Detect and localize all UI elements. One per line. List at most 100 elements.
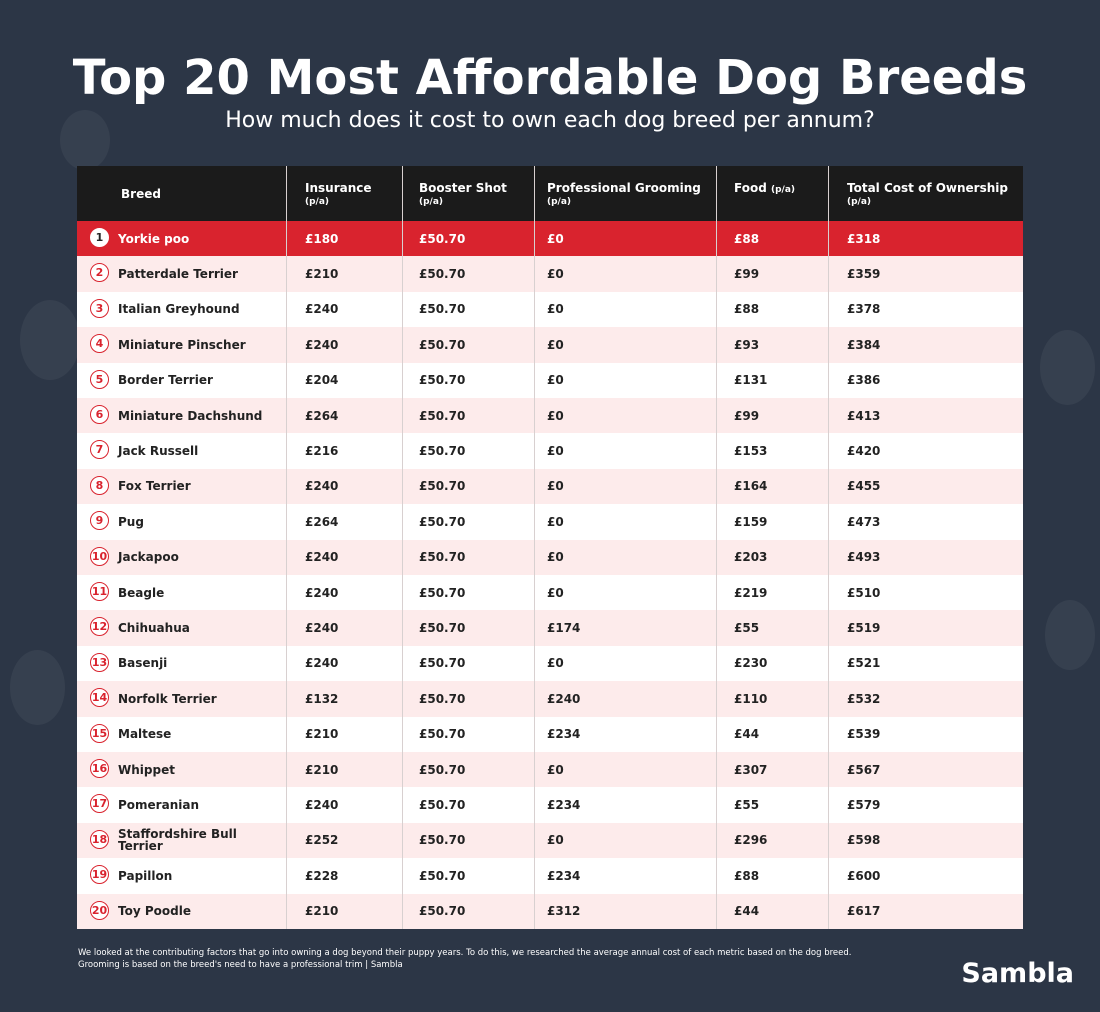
table-row: 3 Italian Greyhound £240 £50.70 £0 £88 £378 bbox=[77, 291, 1023, 328]
cost-value: £240 bbox=[547, 691, 581, 706]
cost-value: £216 bbox=[305, 444, 339, 459]
breed-name: Miniature Dachshund bbox=[118, 408, 263, 423]
footnote: We looked at the contributing factors th… bbox=[78, 947, 851, 971]
cost-value: £164 bbox=[734, 479, 768, 494]
cost-value: £50.70 bbox=[419, 231, 466, 246]
cost-value: £50.70 bbox=[419, 585, 466, 600]
cost-value: £50.70 bbox=[419, 267, 466, 282]
column-header: Food (p/a) bbox=[734, 181, 795, 195]
cost-value: £532 bbox=[847, 691, 881, 706]
rank-badge: 20 bbox=[90, 900, 109, 920]
cost-value: £228 bbox=[305, 868, 339, 883]
cost-value: £0 bbox=[547, 302, 564, 317]
breed-name: Maltese bbox=[118, 727, 172, 742]
breed-name: Pug bbox=[118, 514, 144, 529]
cost-value: £50.70 bbox=[419, 691, 466, 706]
column-divider bbox=[716, 166, 717, 929]
cost-value: £0 bbox=[547, 479, 564, 494]
breed-name: Whippet bbox=[118, 762, 175, 777]
cost-value: £203 bbox=[734, 550, 768, 565]
column-header: Total Cost of Ownership (p/a) bbox=[847, 181, 1008, 207]
column-unit: (p/a) bbox=[770, 185, 796, 195]
cost-value: £234 bbox=[547, 798, 581, 813]
rank-badge: 2 bbox=[90, 263, 109, 283]
breed-name: Jackapoo bbox=[118, 550, 179, 565]
cost-value: £384 bbox=[847, 337, 881, 352]
breed-name: Yorkie poo bbox=[118, 231, 190, 246]
breed-name: Fox Terrier bbox=[118, 479, 191, 494]
column-label: Breed bbox=[121, 187, 161, 201]
table-row: 11 Beagle £240 £50.70 £0 £219 £510 bbox=[77, 575, 1023, 611]
cost-value: £519 bbox=[847, 621, 881, 636]
column-header: Insurance (p/a) bbox=[305, 181, 372, 207]
note: Grooming is based on the breed's need to… bbox=[78, 960, 403, 970]
breed-name: Toy Poodle bbox=[118, 904, 191, 919]
cost-value: £55 bbox=[734, 798, 760, 813]
cost-value: £240 bbox=[305, 621, 339, 636]
cost-value: £240 bbox=[305, 550, 339, 565]
cost-value: £240 bbox=[305, 479, 339, 494]
table-row: 12 Chihuahua £240 £50.70 £174 £55 £519 bbox=[77, 610, 1023, 646]
rank-badge: 10 bbox=[90, 546, 109, 566]
brand-logo: Sambla bbox=[961, 958, 1074, 989]
cost-value: £50.70 bbox=[419, 444, 466, 459]
cost-value: £50.70 bbox=[419, 479, 466, 494]
table-row: 1 Yorkie poo £180 £50.70 £0 £88 £318 bbox=[77, 221, 1023, 257]
cost-value: £567 bbox=[847, 762, 881, 777]
cost-value: £0 bbox=[547, 231, 564, 246]
cost-value: £579 bbox=[847, 798, 881, 813]
cost-value: £0 bbox=[547, 514, 564, 529]
table-row: 16 Whippet £210 £50.70 £0 £307 £567 bbox=[77, 752, 1023, 788]
breed-name: Pomeranian bbox=[118, 798, 199, 813]
cost-value: £420 bbox=[847, 444, 881, 459]
rank-badge: 4 bbox=[90, 334, 109, 354]
rank-badge: 17 bbox=[90, 794, 109, 814]
cost-value: £240 bbox=[305, 302, 339, 317]
rank-badge: 5 bbox=[90, 369, 109, 389]
cost-value: £240 bbox=[305, 585, 339, 600]
cost-value: £219 bbox=[734, 585, 768, 600]
cost-value: £44 bbox=[734, 904, 760, 919]
cost-value: £110 bbox=[734, 691, 768, 706]
table-row: 20 Toy Poodle £210 £50.70 £312 £44 £617 bbox=[77, 893, 1023, 929]
cost-value: £386 bbox=[847, 373, 881, 388]
table-row: 7 Jack Russell £216 £50.70 £0 £153 £420 bbox=[77, 433, 1023, 469]
rank-badge: 6 bbox=[90, 405, 109, 424]
cost-value: £50.70 bbox=[419, 408, 466, 423]
column-unit: (p/a) bbox=[305, 197, 330, 207]
cost-value: £0 bbox=[547, 656, 564, 671]
cost-value: £88 bbox=[734, 302, 760, 317]
cost-value: £159 bbox=[734, 514, 768, 529]
cost-value: £0 bbox=[547, 267, 564, 282]
cost-value: £0 bbox=[547, 762, 564, 777]
cost-value: £378 bbox=[847, 302, 881, 317]
cost-value: £296 bbox=[734, 833, 768, 848]
cost-value: £50.70 bbox=[419, 373, 466, 388]
rank-badge: 19 bbox=[90, 865, 109, 885]
cost-value: £210 bbox=[305, 267, 339, 282]
cost-value: £50.70 bbox=[419, 762, 466, 777]
cost-value: £180 bbox=[305, 231, 339, 246]
cost-value: £312 bbox=[547, 904, 581, 919]
cost-value: £234 bbox=[547, 868, 581, 883]
column-unit: (p/a) bbox=[419, 197, 444, 207]
column-label: Professional Grooming bbox=[547, 181, 701, 195]
cost-value: £521 bbox=[847, 656, 881, 671]
cost-value: £50.70 bbox=[419, 798, 466, 813]
rank-badge: 13 bbox=[90, 652, 109, 672]
breed-name: Basenji bbox=[118, 656, 168, 671]
column-unit: (p/a) bbox=[847, 197, 872, 207]
cost-value: £210 bbox=[305, 904, 339, 919]
column-header: Professional Grooming (p/a) bbox=[547, 181, 701, 207]
cost-value: £240 bbox=[305, 656, 339, 671]
cost-value: £510 bbox=[847, 585, 881, 600]
rank-badge: 15 bbox=[90, 723, 109, 743]
table-header: Breed Insurance (p/a) Booster Shot (p/a) Prof… bbox=[77, 166, 1023, 221]
rank-badge: 16 bbox=[90, 759, 109, 778]
cost-value: £50.70 bbox=[419, 727, 466, 742]
table-row: 6 Miniature Dachshund £264 £50.70 £0 £99 £413 bbox=[77, 398, 1023, 434]
table-row: 4 Miniature Pinscher £240 £50.70 £0 £93 £384 bbox=[77, 327, 1023, 363]
cost-value: £264 bbox=[305, 514, 339, 529]
rank-badge: 12 bbox=[90, 617, 109, 637]
